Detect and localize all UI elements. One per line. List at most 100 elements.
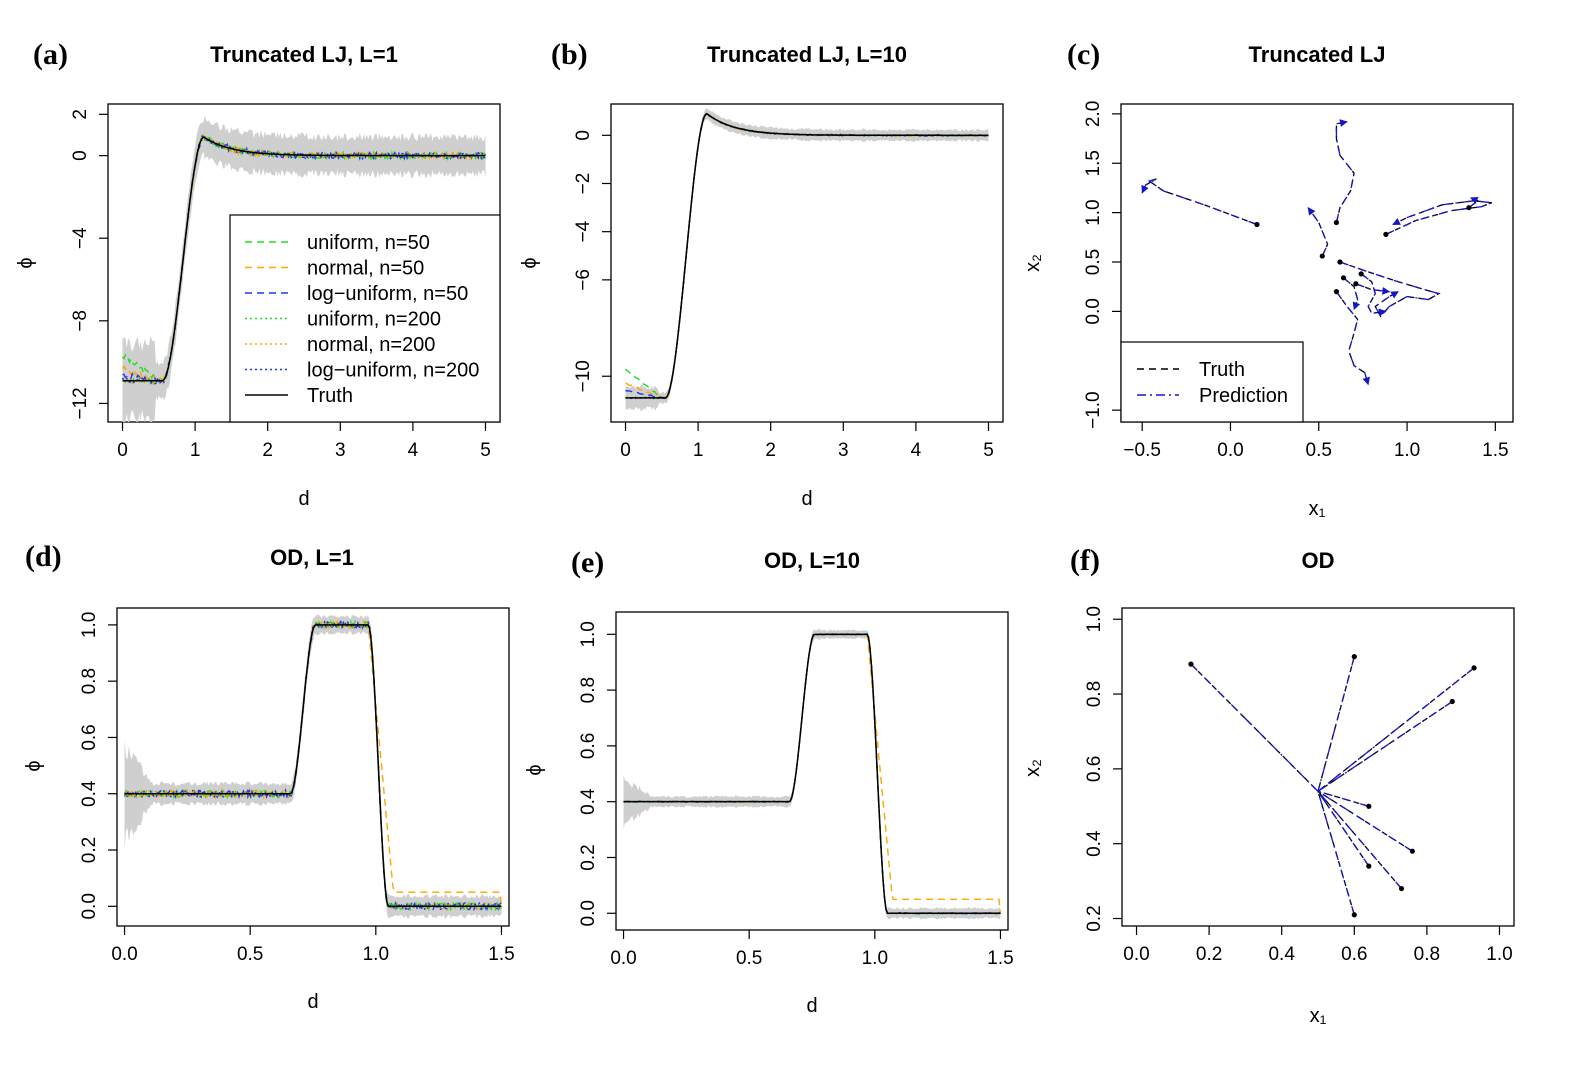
y-tick-label: 0.0 bbox=[1083, 298, 1104, 324]
y-tick-label: 0.2 bbox=[578, 844, 599, 870]
start-point bbox=[1398, 885, 1405, 892]
panel-tag: (e) bbox=[571, 546, 604, 579]
y-tick-label: 2.0 bbox=[1083, 101, 1104, 127]
x-tick-label: 1 bbox=[190, 440, 201, 461]
x-tick-label: 2 bbox=[262, 440, 273, 461]
panel-a: (a) Truncated LJ, L=1 0 1 2 3 4 5 −12 −8 −4 0 2 uni… bbox=[15, 38, 501, 510]
y-tick-label: 0.2 bbox=[79, 837, 100, 863]
y-tick-label: 0.4 bbox=[79, 780, 100, 807]
y-tick-label: 0.4 bbox=[1084, 830, 1105, 857]
y-tick-label: −4 bbox=[70, 227, 91, 249]
predicted-trajectory bbox=[1317, 790, 1370, 867]
start-point bbox=[1351, 912, 1357, 918]
estimate-line bbox=[123, 619, 502, 912]
start-point bbox=[1358, 271, 1364, 277]
y-tick-label: −2 bbox=[573, 173, 594, 195]
y-tick-label: 0.0 bbox=[79, 893, 100, 919]
y-axis-label: ϕ bbox=[23, 760, 45, 771]
x-tick-label: 1.0 bbox=[363, 944, 389, 965]
panel-c: (c) Truncated LJ −0.5 0.0 0.5 1.0 1.5 −1.0 0.0… bbox=[1022, 38, 1514, 520]
truth-line bbox=[623, 633, 1001, 915]
predicted-trajectory bbox=[1360, 273, 1387, 317]
y-tick-label: 1.5 bbox=[1083, 150, 1104, 176]
truth-trajectory bbox=[1317, 790, 1413, 852]
predicted-trajectory bbox=[1317, 790, 1402, 890]
plot-region: −0.5 0.0 0.5 1.0 1.5 −1.0 0.0 0.5 1.0 1.5 2.0 Truth… bbox=[1083, 101, 1509, 461]
plot-frame bbox=[610, 103, 1004, 423]
x-tick-label: 5 bbox=[480, 440, 491, 461]
predicted-trajectory bbox=[1317, 700, 1453, 792]
x-tick-label: 0.5 bbox=[1306, 440, 1332, 461]
start-point bbox=[1466, 205, 1472, 211]
truth-line bbox=[625, 112, 989, 399]
x-tick-label: 0.4 bbox=[1268, 944, 1295, 965]
start-point bbox=[1333, 289, 1340, 295]
predicted-trajectory bbox=[1141, 178, 1258, 226]
predicted-trajectory bbox=[1317, 791, 1355, 915]
legend-label: Truth bbox=[307, 385, 353, 407]
legend-label: Truth bbox=[1199, 359, 1245, 381]
predicted-trajectory bbox=[1190, 663, 1319, 792]
x-tick-label: 1.5 bbox=[488, 944, 514, 965]
plot-region: 0.0 0.5 1.0 1.5 0.0 0.2 0.4 0.6 0.8 1.0 bbox=[79, 612, 515, 965]
panel-tag: (f) bbox=[1070, 544, 1100, 577]
start-point bbox=[1471, 665, 1477, 671]
y-tick-label: 0.8 bbox=[578, 677, 599, 703]
y-tick-label: 1.0 bbox=[79, 612, 100, 638]
plot-content bbox=[623, 628, 1002, 920]
x-tick-label: 0.6 bbox=[1341, 944, 1367, 965]
legend-label: uniform, n=200 bbox=[307, 309, 441, 331]
y-tick-label: 2 bbox=[70, 109, 91, 120]
predicted-trajectory bbox=[1335, 119, 1355, 223]
estimate-line bbox=[124, 619, 502, 912]
y-tick-label: −1.0 bbox=[1083, 391, 1104, 429]
y-tick-label: 0.4 bbox=[578, 788, 599, 815]
x-tick-label: 1.0 bbox=[862, 948, 888, 969]
start-point bbox=[1337, 259, 1343, 265]
plot-region: 0 1 2 3 4 5 −12 −8 −4 0 2 uniform, n=50 normal, n=50… bbox=[70, 109, 501, 461]
panel-title: OD, L=10 bbox=[764, 548, 860, 573]
x-tick-label: 3 bbox=[335, 440, 346, 461]
x-tick-label: 4 bbox=[911, 440, 922, 461]
start-point bbox=[1366, 863, 1372, 869]
panel-title: OD bbox=[1302, 548, 1335, 573]
start-point bbox=[1340, 275, 1347, 281]
y-tick-label: −12 bbox=[70, 387, 91, 419]
panel-title: Truncated LJ bbox=[1249, 42, 1386, 67]
start-point bbox=[1366, 803, 1372, 809]
y-tick-label: 1.0 bbox=[578, 621, 599, 647]
panel-tag: (d) bbox=[25, 540, 62, 573]
plot-frame bbox=[116, 607, 510, 927]
legend-label: normal, n=200 bbox=[307, 334, 435, 356]
y-tick-label: 0 bbox=[573, 130, 594, 141]
y-tick-label: 0.6 bbox=[578, 733, 599, 759]
y-tick-label: 1.0 bbox=[1084, 606, 1105, 632]
plot-region: 0 1 2 3 4 5 −10 −6 −4 −2 0 bbox=[573, 107, 994, 461]
y-axis-label: ϕ bbox=[519, 257, 541, 268]
x-tick-label: 1.5 bbox=[1482, 440, 1508, 461]
panel-d: (d) OD, L=1 0.0 0.5 1.0 1.5 0.0 0.2 0.4 0.6 0.8 1… bbox=[23, 540, 515, 1013]
panel-tag: (a) bbox=[33, 38, 68, 71]
panel-title: Truncated LJ, L=1 bbox=[210, 42, 398, 67]
plot-content bbox=[1141, 119, 1493, 386]
legend-box bbox=[1120, 341, 1304, 423]
y-tick-label: 1.0 bbox=[1083, 199, 1104, 225]
x-tick-label: 2 bbox=[765, 440, 776, 461]
predicted-trajectory bbox=[1317, 667, 1475, 792]
y-tick-label: 0.6 bbox=[79, 724, 100, 750]
panel-e: (e) OD, L=10 0.0 0.5 1.0 1.5 0.0 0.2 0.4 0.6 0.8… bbox=[524, 546, 1014, 1017]
x-tick-label: 0.2 bbox=[1196, 944, 1222, 965]
uncertainty-band bbox=[625, 107, 989, 411]
start-point bbox=[1409, 848, 1415, 854]
start-point bbox=[1449, 698, 1455, 705]
x-tick-label: 0 bbox=[117, 440, 128, 461]
y-axis-label: x₂ bbox=[1022, 254, 1044, 272]
x-tick-label: 1.0 bbox=[1394, 440, 1420, 461]
truth-line bbox=[124, 624, 502, 908]
x-axis-label: d bbox=[298, 488, 309, 510]
panel-title: OD, L=1 bbox=[270, 545, 354, 570]
legend-label: log−uniform, n=200 bbox=[307, 360, 479, 382]
x-tick-label: 3 bbox=[838, 440, 849, 461]
x-tick-label: 0.5 bbox=[736, 948, 762, 969]
